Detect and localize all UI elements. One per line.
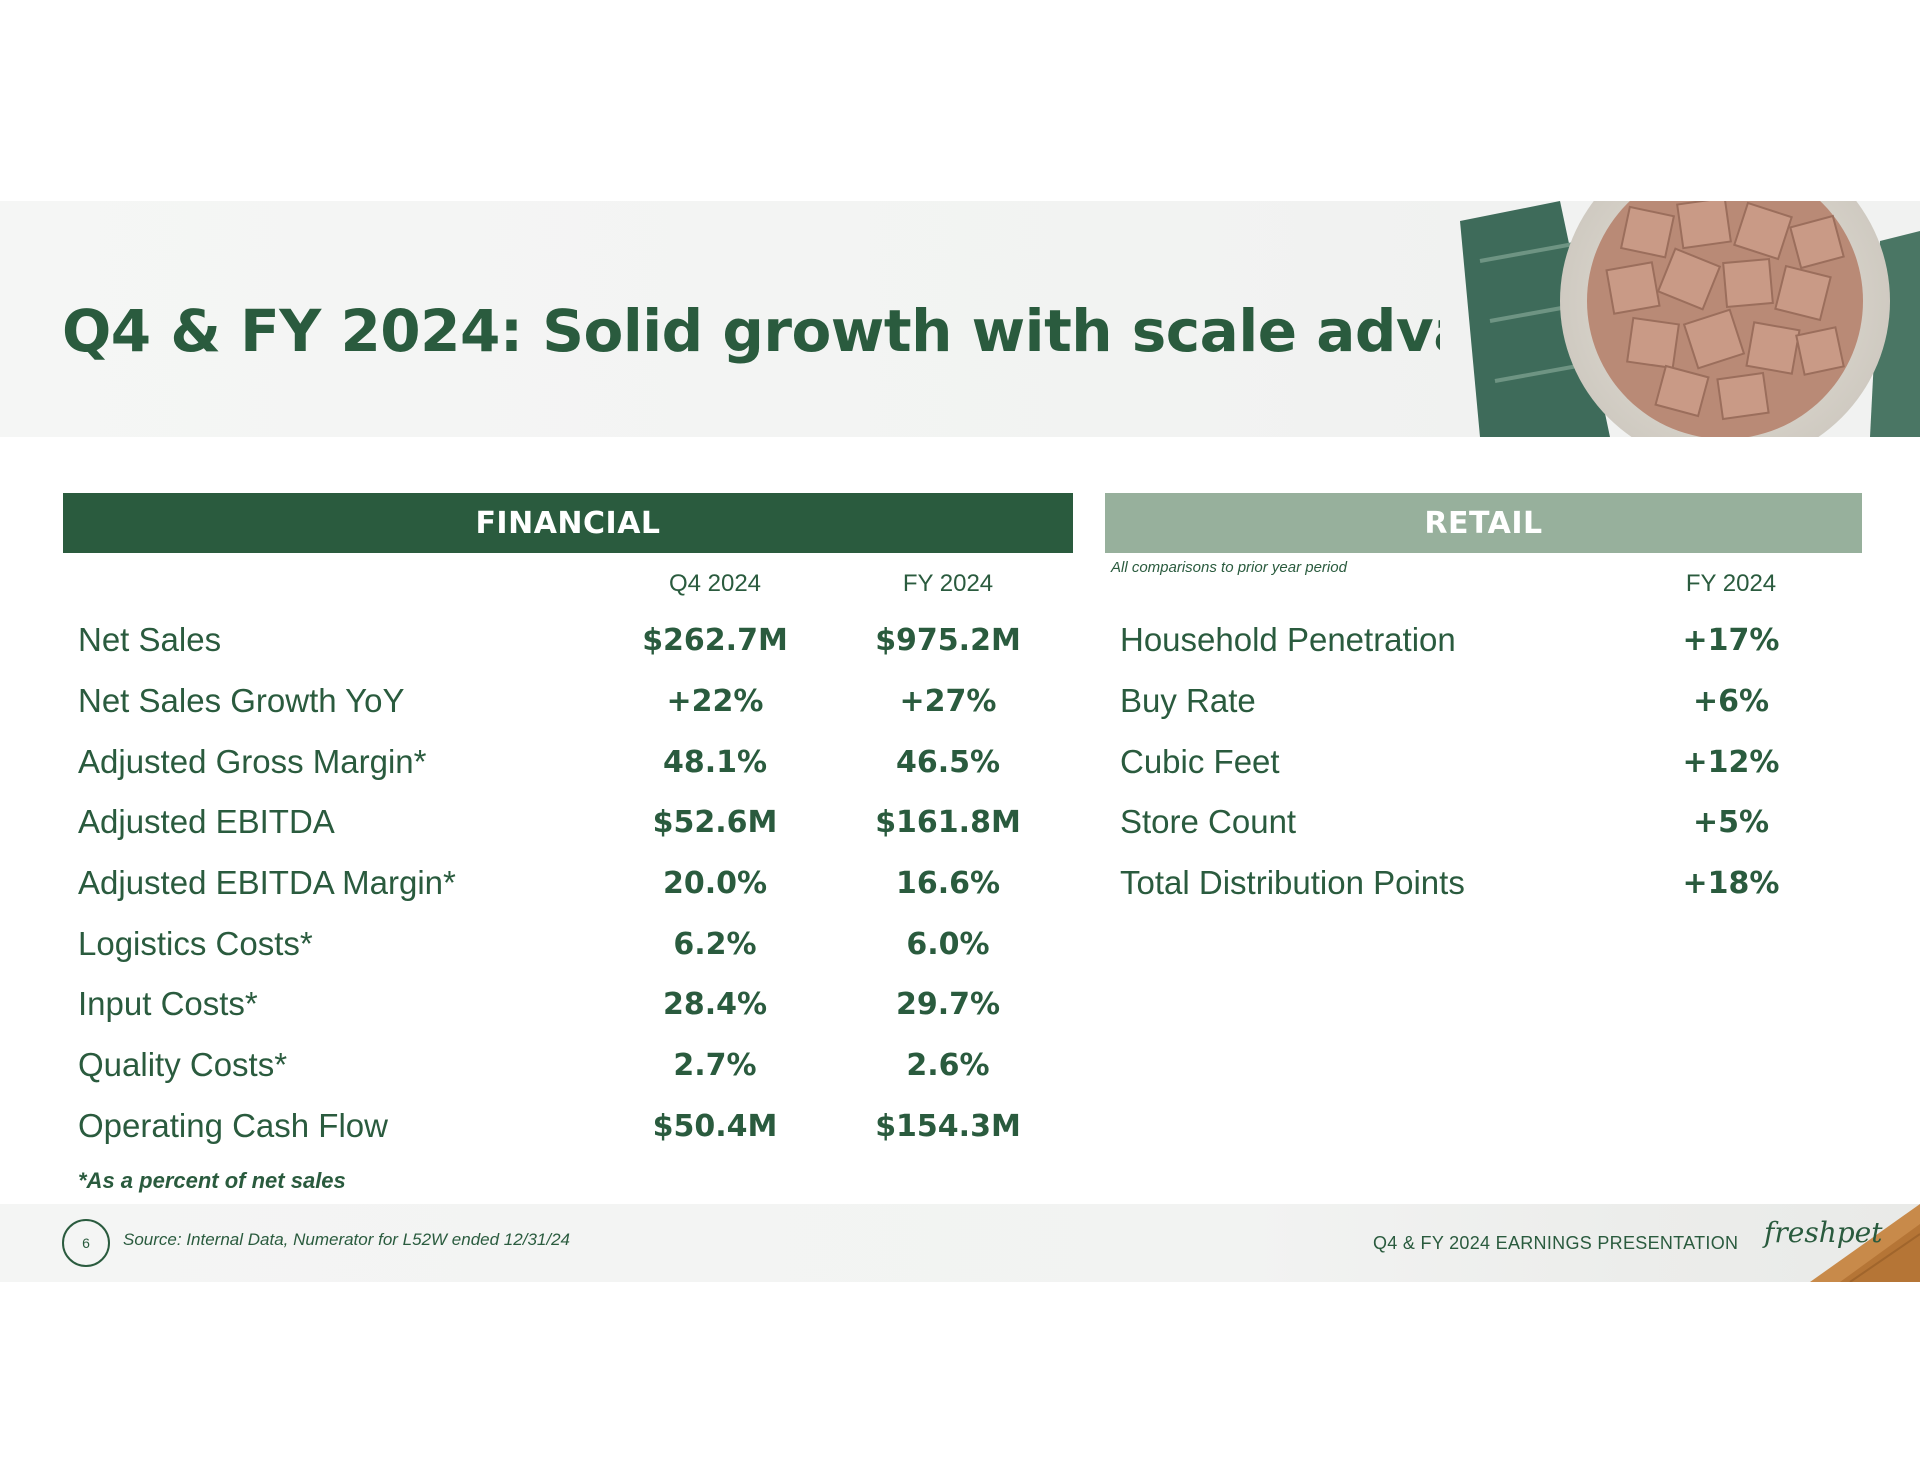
table-row: Net Sales $262.7M $975.2M bbox=[78, 615, 1078, 665]
fy-value: $161.8M bbox=[875, 804, 1021, 840]
table-row: Operating Cash Flow $50.4M $154.3M bbox=[78, 1101, 1078, 1151]
row-label: Adjusted EBITDA Margin* bbox=[78, 864, 456, 901]
table-row: Store Count +5% bbox=[1120, 797, 1880, 847]
q4-value: 2.7% bbox=[673, 1047, 757, 1083]
row-label: Net Sales Growth YoY bbox=[78, 682, 405, 719]
page-number: 6 bbox=[62, 1219, 110, 1267]
q4-value: 28.4% bbox=[662, 986, 768, 1022]
fy-value: 6.0% bbox=[906, 926, 990, 962]
row-label: Operating Cash Flow bbox=[78, 1107, 388, 1144]
q4-value: +22% bbox=[666, 683, 764, 719]
row-label: Input Costs* bbox=[78, 985, 258, 1022]
q4-value: $52.6M bbox=[652, 804, 778, 840]
row-label: Adjusted EBITDA bbox=[78, 803, 335, 840]
fy-value: +12% bbox=[1682, 744, 1780, 780]
header-band: Q4 & FY 2024: Solid growth with scale ad… bbox=[0, 201, 1920, 437]
row-label: Store Count bbox=[1120, 803, 1297, 840]
table-row: Net Sales Growth YoY +22% +27% bbox=[78, 676, 1078, 726]
row-label: Household Penetration bbox=[1120, 621, 1456, 658]
row-label: Adjusted Gross Margin* bbox=[78, 743, 427, 780]
source-note: Source: Internal Data, Numerator for L52… bbox=[123, 1230, 570, 1249]
q4-value: 6.2% bbox=[673, 926, 757, 962]
table-row: Adjusted Gross Margin* 48.1% 46.5% bbox=[78, 737, 1078, 787]
freshpet-logo: freshpet bbox=[1764, 1216, 1883, 1249]
footer: 6 Source: Internal Data, Numerator for L… bbox=[0, 1204, 1920, 1282]
fy-value: +5% bbox=[1692, 804, 1770, 840]
table-row: Input Costs* 28.4% 29.7% bbox=[78, 979, 1078, 1029]
fy-value: $975.2M bbox=[875, 622, 1021, 658]
table-row: Cubic Feet +12% bbox=[1120, 737, 1880, 787]
retail-header: RETAIL bbox=[1105, 493, 1862, 553]
page-title: Q4 & FY 2024: Solid growth with scale ad… bbox=[62, 297, 1693, 365]
table-row: Household Penetration +17% bbox=[1120, 615, 1880, 665]
presentation-label: Q4 & FY 2024 EARNINGS PRESENTATION bbox=[1373, 1233, 1739, 1253]
row-label: Buy Rate bbox=[1120, 682, 1256, 719]
q4-value: 20.0% bbox=[662, 865, 768, 901]
fy-value: 29.7% bbox=[895, 986, 1001, 1022]
financial-header: FINANCIAL bbox=[63, 493, 1073, 553]
fy-value: 2.6% bbox=[906, 1047, 990, 1083]
table-row: Adjusted EBITDA Margin* 20.0% 16.6% bbox=[78, 858, 1078, 908]
q4-value: 48.1% bbox=[662, 744, 768, 780]
row-label: Cubic Feet bbox=[1120, 743, 1280, 780]
q4-value: $262.7M bbox=[642, 622, 788, 658]
retail-comparison-note: All comparisons to prior year period bbox=[1111, 559, 1347, 576]
column-header-fy-financial: FY 2024 bbox=[902, 570, 994, 597]
footnote: *As a percent of net sales bbox=[78, 1168, 346, 1193]
table-row: Total Distribution Points +18% bbox=[1120, 858, 1880, 908]
slide-top-whitespace bbox=[0, 0, 1920, 200]
fy-value: +6% bbox=[1692, 683, 1770, 719]
column-header-fy-retail: FY 2024 bbox=[1685, 570, 1777, 597]
row-label: Net Sales bbox=[78, 621, 222, 658]
fy-value: $154.3M bbox=[875, 1108, 1021, 1144]
wood-board-image bbox=[1810, 1204, 1920, 1282]
row-label: Logistics Costs* bbox=[78, 925, 313, 962]
q4-value: $50.4M bbox=[652, 1108, 778, 1144]
fy-value: 16.6% bbox=[895, 865, 1001, 901]
fy-value: +27% bbox=[899, 683, 997, 719]
fy-value: +18% bbox=[1682, 865, 1780, 901]
fy-value: 46.5% bbox=[895, 744, 1001, 780]
table-row: Quality Costs* 2.7% 2.6% bbox=[78, 1040, 1078, 1090]
table-row: Buy Rate +6% bbox=[1120, 676, 1880, 726]
row-label: Quality Costs* bbox=[78, 1046, 288, 1083]
pet-food-bowl-image bbox=[1440, 201, 1920, 437]
row-label: Total Distribution Points bbox=[1120, 864, 1465, 901]
table-row: Logistics Costs* 6.2% 6.0% bbox=[78, 919, 1078, 969]
table-row: Adjusted EBITDA $52.6M $161.8M bbox=[78, 797, 1078, 847]
fy-value: +17% bbox=[1682, 622, 1780, 658]
column-header-q4: Q4 2024 bbox=[668, 570, 762, 597]
